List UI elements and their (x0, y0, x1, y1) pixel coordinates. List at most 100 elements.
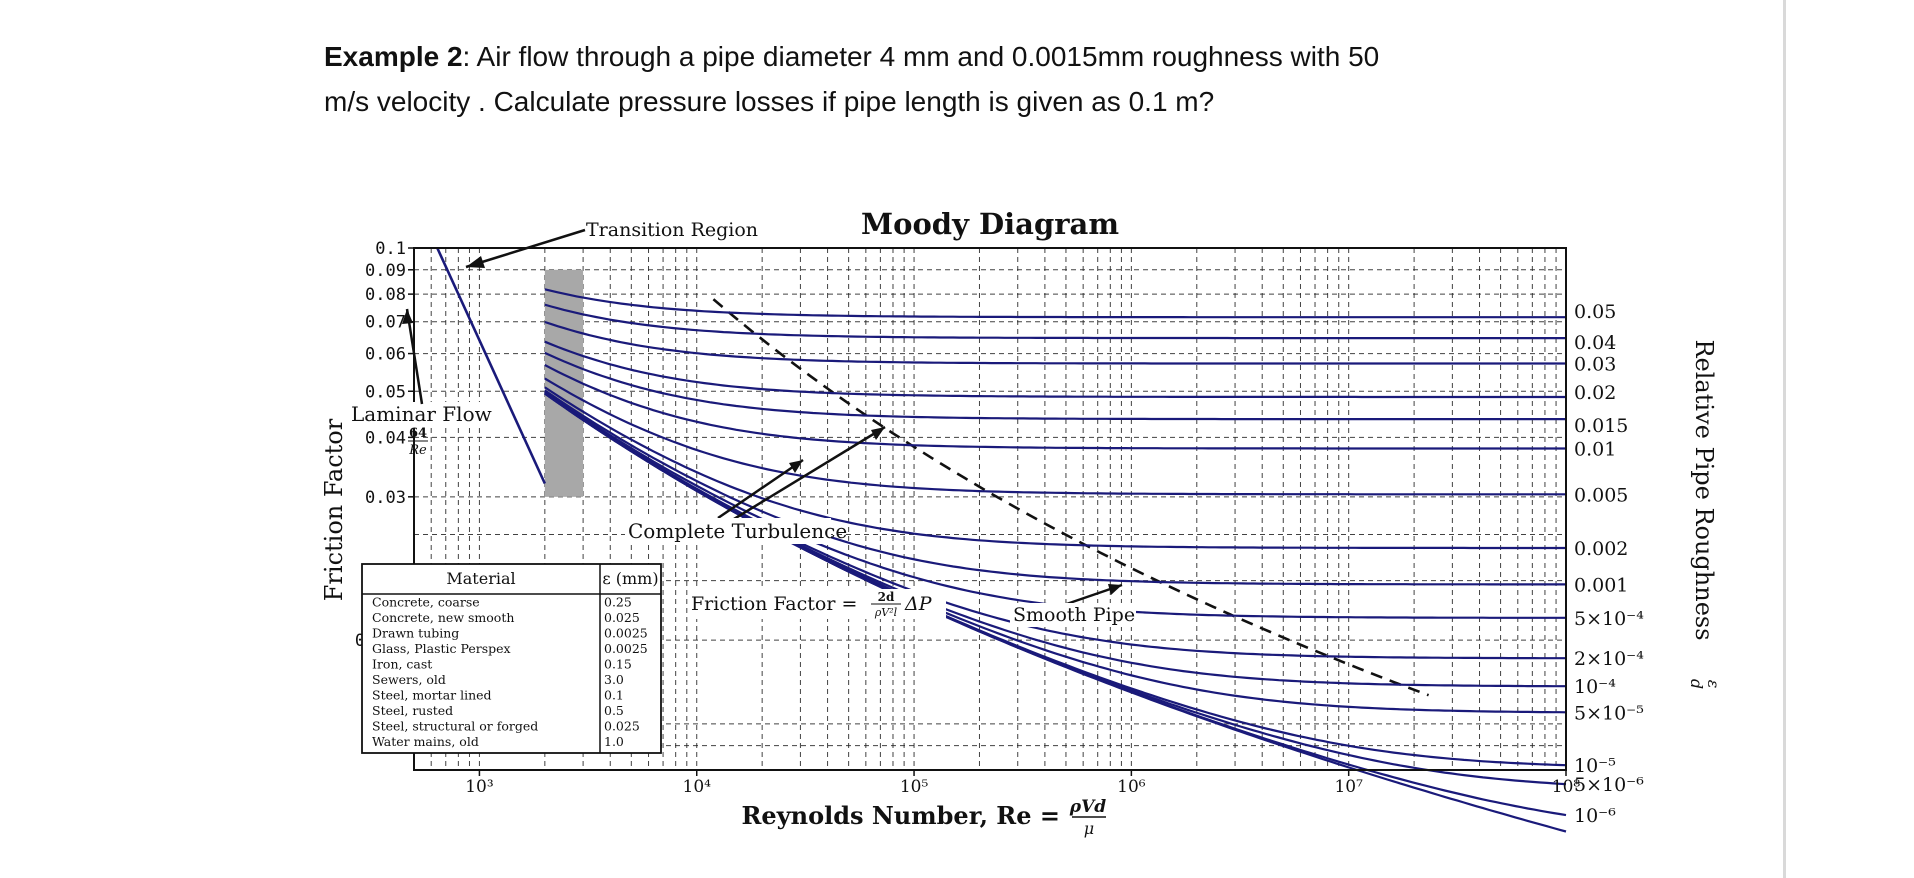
roughness-label: 0.03 (1574, 354, 1616, 376)
friction-formula-den: ρV²l (874, 606, 898, 619)
table-cell-material: Iron, cast (372, 657, 432, 672)
y-tick-label: 0.05 (365, 382, 406, 402)
roughness-curve (544, 340, 1566, 399)
x-tick-label: 10³ (465, 777, 493, 797)
roughness-curve (544, 377, 1566, 496)
table-cell-epsilon: 0.0025 (604, 626, 648, 641)
roughness-label: 0.015 (1574, 415, 1628, 437)
roughness-curve (544, 389, 1566, 586)
roughness-curve (544, 303, 1566, 340)
table-frame (361, 563, 662, 754)
question-text-line1: : Air flow through a pipe diameter 4 mm … (462, 41, 1380, 72)
y-tick-label: 0.1 (375, 239, 406, 259)
table-cell-epsilon: 0.1 (604, 688, 624, 703)
roughness-label: 0.001 (1574, 574, 1628, 596)
y2-axis-formula-num: ε (1704, 680, 1723, 689)
x-tick-label: 10⁸ (1552, 777, 1581, 797)
turbulence-arrow-2 (717, 458, 804, 520)
example-label: Example 2 (324, 41, 463, 72)
table-cell-material: Steel, rusted (372, 703, 453, 718)
table-cell-material: Concrete, coarse (372, 595, 480, 610)
y-tick-label: 0.09 (365, 261, 406, 281)
y-tick-label: 0.03 (365, 488, 406, 508)
x-tick-label: 10⁷ (1334, 777, 1363, 797)
material-roughness-table: Material ε (mm) Concrete, coarse 0.25 Concre… (361, 563, 662, 754)
friction-formula-tail: ΔP (904, 593, 933, 615)
table-cell-epsilon: 0.0025 (604, 641, 648, 656)
question-text-line2: m/s velocity . Calculate pressure losses… (324, 86, 1215, 117)
table-cell-material: Drawn tubing (372, 626, 459, 641)
roughness-label: 10⁻⁴ (1574, 676, 1616, 698)
transition-shade-layer (544, 269, 584, 497)
transition-region-label: Transition Region (586, 219, 758, 241)
roughness-curve (544, 392, 1567, 786)
transition-label-bg (581, 217, 771, 241)
friction-formula-bg (688, 589, 946, 619)
roughness-label: 5×10⁻⁶ (1574, 774, 1644, 796)
table-cell-material: Steel, structural or forged (372, 719, 538, 734)
table-cell-epsilon: 1.0 (604, 734, 624, 749)
x-axis-label-group: Reynolds Number, Re = ρVd μ (741, 797, 1106, 838)
y2-axis-formula-den: d (1687, 679, 1706, 689)
table-header-epsilon: ε (mm) (602, 569, 658, 588)
x-tick-label: 10⁵ (900, 777, 929, 797)
smooth-pipe-label-bg (1010, 603, 1136, 627)
complete-turbulence-boundary (712, 298, 1430, 697)
table-cell-material: Glass, Plastic Perspex (372, 641, 511, 656)
table-cell-material: Steel, mortar lined (372, 688, 492, 703)
laminar-arrowhead (402, 309, 413, 324)
x-tick-labels: 10³ 10⁴ 10⁵ 10⁶ 10⁷ 10⁸ (465, 770, 1580, 797)
curve-layer (544, 288, 1567, 833)
transition-region-annotation: Transition Region (465, 217, 771, 269)
y2-axis-label-group: Relative Pipe Roughness ε d (1687, 339, 1723, 689)
complete-turbulence-boundary-layer (712, 298, 1430, 697)
x-tick-label: 10⁴ (683, 777, 712, 797)
roughness-label: 10⁻⁵ (1574, 755, 1616, 777)
roughness-curve (544, 288, 1566, 319)
laminar-annotation: Laminar Flow 64 Re (348, 308, 492, 458)
table-cell-epsilon: 0.5 (604, 703, 624, 718)
roughness-label: 0.04 (1574, 332, 1616, 354)
table-cell-epsilon: 0.15 (604, 657, 632, 672)
turbulence-arrowhead-1 (871, 427, 885, 440)
table-cell-epsilon: 0.25 (604, 595, 632, 610)
moody-diagram-figure: Moody Diagram 0.1 0.09 0.08 0.07 0.06 0.05 0.0… (310, 200, 1730, 840)
table-cell-material: Sewers, old (372, 672, 446, 687)
plot-frame (413, 247, 1567, 771)
y-tick-label: 0.04 (365, 428, 406, 448)
turbulence-label-bg (625, 518, 831, 544)
y-tick-label: 0.06 (365, 345, 406, 365)
complete-turbulence-label: Complete Turbulence (628, 519, 847, 543)
transition-arrowhead (466, 256, 485, 268)
page-right-edge (1783, 0, 1786, 878)
laminar-arrow (405, 308, 424, 405)
x-axis-label: Reynolds Number, Re = (741, 801, 1060, 830)
roughness-curve (544, 392, 1567, 714)
roughness-label: 0.05 (1574, 301, 1616, 323)
roughness-label: 5×10⁻⁴ (1574, 608, 1644, 630)
transition-arrow (465, 228, 586, 269)
roughness-curve (544, 386, 1566, 550)
example-question: Example 2: Air flow through a pipe diame… (324, 34, 1524, 124)
x-axis-formula-num: ρVd (1069, 797, 1106, 817)
roughness-label: 10⁻⁶ (1574, 805, 1616, 827)
table-cell-material: Water mains, old (372, 734, 479, 749)
roughness-label: 0.002 (1574, 538, 1628, 560)
smooth-pipe-label: Smooth Pipe (1013, 604, 1135, 626)
complete-turbulence-annotation: Complete Turbulence (625, 425, 886, 544)
y-tick-label: 0.08 (365, 285, 406, 305)
y-tick-label: 0.07 (365, 313, 406, 333)
moody-diagram-svg: Moody Diagram 0.10.090.080.070.060.050.0… (320, 207, 1723, 838)
smooth-pipe-arrowhead (1108, 584, 1122, 595)
y2-axis-label: Relative Pipe Roughness (1690, 339, 1718, 640)
table-header-material: Material (446, 569, 515, 588)
friction-formula-label: Friction Factor = (691, 593, 857, 615)
turbulence-arrowhead-2 (789, 460, 803, 473)
turbulence-arrow-1 (733, 425, 886, 521)
laminar-label-bg (348, 402, 490, 428)
roughness-curve (544, 364, 1566, 450)
laminar-layer (436, 247, 547, 485)
roughness-curve (544, 320, 1566, 365)
table-cell-epsilon: 3.0 (604, 672, 624, 687)
